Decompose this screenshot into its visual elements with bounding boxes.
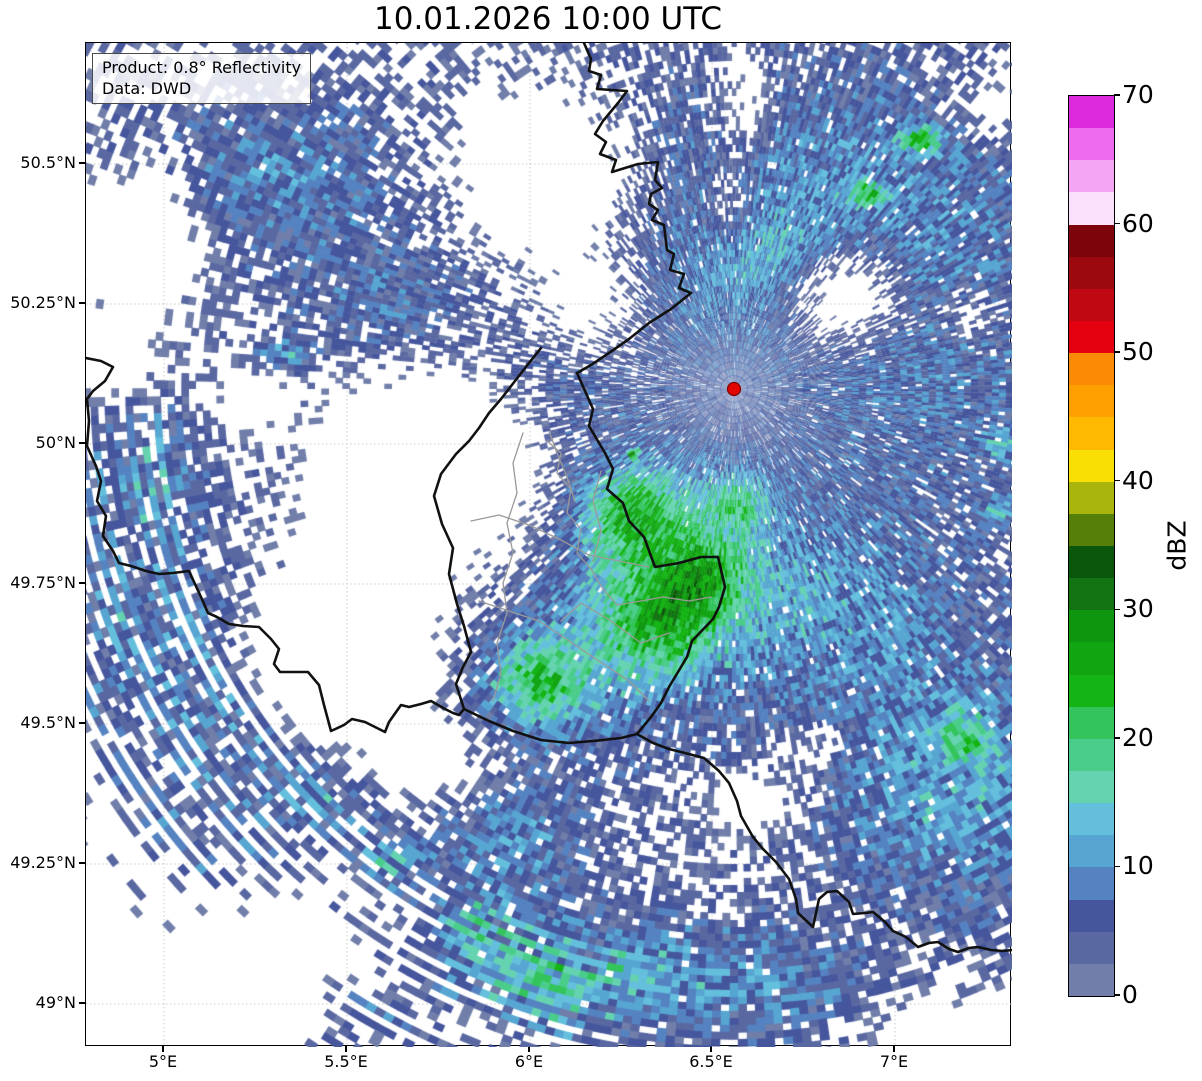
x-axis-tick-label: 6.5°E — [689, 1052, 733, 1071]
colorbar-tick-label: 20 — [1122, 722, 1154, 752]
country-border-line — [575, 371, 727, 736]
radar-echo-layer — [86, 43, 1012, 1047]
colorbar-segment — [1069, 224, 1114, 257]
border-overlay — [86, 43, 1012, 954]
colorbar-segment — [1069, 931, 1114, 964]
colorbar-tick-mark — [1114, 351, 1120, 353]
colorbar-segment — [1069, 449, 1114, 482]
colorbar-segment — [1069, 481, 1114, 514]
admin-border-line — [548, 430, 576, 502]
y-axis-tick-mark — [79, 1002, 85, 1004]
colorbar-tick-mark — [1114, 865, 1120, 868]
x-axis-tick-label: 6°E — [514, 1052, 544, 1071]
country-border-line — [635, 732, 1012, 954]
colorbar — [1068, 95, 1115, 997]
x-axis-tick-label: 5.5°E — [324, 1052, 368, 1071]
admin-border-line — [478, 600, 650, 702]
y-axis-tick-label: 50°N — [35, 433, 76, 452]
colorbar-tick-label: 70 — [1122, 80, 1154, 109]
y-axis-tick-label: 49°N — [35, 993, 76, 1012]
radar-site-marker — [726, 381, 742, 397]
colorbar-segment — [1069, 192, 1114, 225]
colorbar-segment — [1069, 578, 1114, 611]
colorbar-segment — [1069, 835, 1114, 868]
colorbar-segment — [1069, 803, 1114, 836]
page-title: 10.01.2026 10:00 UTC — [374, 1, 722, 37]
x-axis-tick-mark — [345, 1046, 347, 1052]
colorbar-segment — [1069, 706, 1114, 739]
colorbar-tick-label: 40 — [1122, 465, 1154, 495]
y-axis-tick-label: 49.25°N — [10, 853, 76, 872]
colorbar-segment — [1069, 738, 1114, 771]
x-axis-tick-label: 5°E — [148, 1052, 178, 1071]
colorbar-segment — [1069, 128, 1114, 161]
colorbar-segment — [1069, 674, 1114, 707]
colorbar-tick-label: 50 — [1122, 337, 1154, 367]
colorbar-segment — [1069, 417, 1114, 450]
colorbar-tick-mark — [1114, 737, 1120, 739]
x-axis-tick-mark — [710, 1046, 712, 1052]
colorbar-segment — [1069, 642, 1114, 675]
colorbar-segment — [1069, 867, 1114, 900]
y-axis-tick-mark — [79, 442, 85, 444]
admin-border-line — [546, 440, 712, 606]
admin-border-line — [492, 432, 524, 702]
map-plot-area — [85, 42, 1012, 1047]
admin-border-line — [560, 602, 670, 644]
colorbar-segment — [1069, 256, 1114, 289]
x-axis-tick-label: 7°E — [879, 1052, 909, 1071]
x-axis-tick-mark — [893, 1046, 895, 1052]
colorbar-tick-label: 60 — [1122, 208, 1154, 238]
legend-data-line: Data: DWD — [102, 79, 192, 98]
colorbar-segment — [1069, 545, 1114, 579]
colorbar-tick-mark — [1114, 479, 1120, 482]
legend-box: Product: 0.8° Reflectivity Data: DWD — [92, 53, 312, 104]
y-axis-tick-mark — [79, 722, 85, 724]
colorbar-segment — [1069, 513, 1114, 546]
y-axis-tick-label: 50.25°N — [10, 293, 76, 312]
colorbar-segment — [1069, 320, 1114, 354]
y-axis-tick-mark — [79, 862, 85, 864]
colorbar-tick-mark — [1114, 94, 1120, 96]
y-axis-tick-mark — [79, 582, 85, 584]
colorbar-segment — [1069, 160, 1114, 193]
y-axis-tick-label: 49.5°N — [20, 713, 76, 732]
y-axis-tick-mark — [79, 302, 85, 304]
colorbar-segment — [1069, 770, 1114, 804]
colorbar-segment — [1069, 353, 1114, 386]
colorbar-segment — [1069, 288, 1114, 321]
colorbar-segment — [1069, 963, 1114, 996]
country-border-line — [432, 346, 639, 745]
x-axis-tick-mark — [162, 1046, 164, 1052]
country-border-line — [575, 43, 693, 375]
y-axis-tick-label: 50.5°N — [20, 153, 76, 172]
colorbar-unit-label: dBZ — [1162, 520, 1192, 571]
colorbar-tick-mark — [1114, 222, 1120, 225]
country-border-line — [86, 356, 466, 734]
colorbar-tick-mark — [1114, 994, 1120, 996]
y-axis-tick-mark — [79, 162, 85, 164]
colorbar-tick-label: 10 — [1122, 851, 1154, 881]
x-axis-tick-mark — [528, 1046, 530, 1052]
colorbar-tick-mark — [1114, 608, 1120, 611]
colorbar-segment — [1069, 899, 1114, 932]
colorbar-segment — [1069, 96, 1114, 129]
colorbar-tick-label: 0 — [1122, 980, 1138, 1009]
legend-product-line: Product: 0.8° Reflectivity — [102, 58, 302, 77]
colorbar-segment — [1069, 385, 1114, 418]
admin-border-line — [592, 470, 602, 562]
colorbar-tick-label: 30 — [1122, 594, 1154, 624]
admin-border-line — [470, 514, 650, 568]
y-axis-tick-label: 49.75°N — [10, 573, 76, 592]
colorbar-segment — [1069, 610, 1114, 643]
